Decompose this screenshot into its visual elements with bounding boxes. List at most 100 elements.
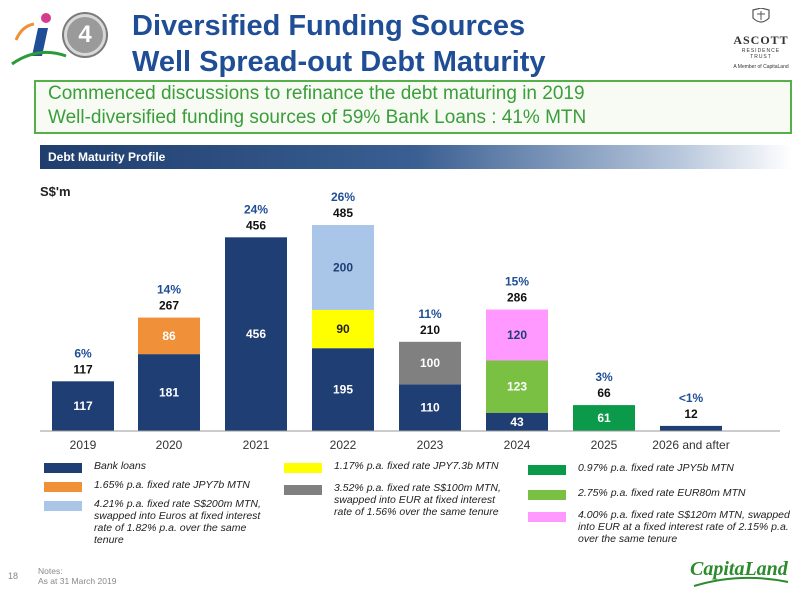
- bar-segment: [399, 384, 461, 431]
- legend-label: 2.75% p.a. fixed rate EUR80m MTN: [578, 487, 746, 499]
- segment-label: 110: [420, 401, 440, 415]
- legend-label: 4.21% p.a. fixed rate S$200m MTN, swappe…: [94, 498, 261, 546]
- ascott-crest-icon: [752, 7, 770, 23]
- legend-swatch: [284, 485, 322, 495]
- capitaland-logo: CapitaLand: [690, 552, 790, 588]
- segment-label: 117: [73, 399, 93, 413]
- subtitle-line-2: Well-diversified funding sources of 59% …: [48, 107, 587, 128]
- total-label: 286: [507, 291, 527, 305]
- ascott-sub-2: TRUST: [750, 54, 772, 60]
- page-number: 18: [8, 571, 19, 581]
- page-title: Diversified Funding Sources Well Spread-…: [132, 8, 546, 80]
- title-line-2: Well Spread-out Debt Maturity: [132, 46, 546, 78]
- segment-label: 200: [333, 260, 353, 274]
- x-tick-label: 2026 and after: [652, 438, 729, 452]
- x-tick-label: 2022: [330, 438, 357, 452]
- title-line-1: Diversified Funding Sources: [132, 10, 526, 42]
- legend-label: 1.65% p.a. fixed rate JPY7b MTN: [94, 479, 250, 491]
- x-tick-label: 2024: [504, 438, 531, 452]
- legend-item: 3.52% p.a. fixed rate S$100m MTN, swappe…: [284, 482, 516, 518]
- legend-swatch: [284, 463, 322, 473]
- percent-label: 15%: [505, 275, 529, 289]
- logo-i-icon: [11, 13, 67, 66]
- notes-label: Notes:: [38, 566, 63, 576]
- legend-label: Bank loans: [94, 460, 146, 472]
- ascott-member: A Member of CapitaLand: [733, 64, 789, 70]
- percent-label: <1%: [679, 391, 704, 405]
- legend-swatch: [44, 501, 82, 511]
- legend-item: 2.75% p.a. fixed rate EUR80m MTN: [528, 487, 778, 500]
- legend-item: 1.65% p.a. fixed rate JPY7b MTN: [44, 479, 264, 492]
- x-tick-label: 2025: [591, 438, 618, 452]
- legend-item: 0.97% p.a. fixed rate JPY5b MTN: [528, 462, 778, 475]
- section-title: Debt Maturity Profile: [48, 150, 166, 164]
- segment-label: 120: [507, 328, 527, 342]
- legend-item: Bank loans: [44, 460, 264, 473]
- bar-segment: [312, 225, 374, 310]
- legend-swatch: [528, 465, 566, 475]
- percent-label: 24%: [244, 202, 268, 216]
- section-header: Debt Maturity Profile: [40, 145, 792, 169]
- capitaland-arc-icon: [693, 576, 789, 587]
- bar-segment: [138, 317, 200, 355]
- segment-label: 100: [420, 356, 440, 370]
- total-label: 456: [246, 218, 266, 232]
- percent-label: 6%: [74, 346, 92, 360]
- percent-label: 3%: [595, 370, 613, 384]
- segment-label: 90: [336, 322, 350, 336]
- capitaland-word: CapitaLand: [690, 558, 788, 580]
- bar-segment: [486, 309, 548, 361]
- segment-label: 123: [507, 380, 527, 394]
- segment-label: 195: [333, 383, 353, 397]
- legend-item: 4.21% p.a. fixed rate S$200m MTN, swappe…: [44, 498, 276, 546]
- bar-segment: [138, 354, 200, 431]
- percent-label: 26%: [331, 190, 355, 204]
- legend-item: 1.17% p.a. fixed rate JPY7.3b MTN: [284, 460, 516, 473]
- total-label: 210: [420, 323, 440, 337]
- percent-label: 11%: [418, 307, 442, 321]
- legend-label: 4.00% p.a. fixed rate S$120m MTN, swappe…: [578, 509, 790, 545]
- ascott-logo: ASCOTT RESIDENCE TRUST A Member of Capit…: [730, 7, 792, 70]
- legend-swatch: [528, 512, 566, 522]
- total-label: 485: [333, 206, 353, 220]
- total-label: 12: [684, 407, 698, 421]
- total-label: 267: [159, 299, 179, 313]
- x-tick-label: 2020: [156, 438, 183, 452]
- percent-label: 14%: [157, 283, 181, 297]
- bar-segment: [660, 425, 722, 431]
- x-tick-label: 2023: [417, 438, 444, 452]
- notes-text: As at 31 March 2019: [38, 576, 117, 586]
- unit-label: S$'m: [40, 184, 71, 199]
- bar-segment: [573, 405, 635, 431]
- subtitle-box: Commenced discussions to refinance the d…: [34, 80, 792, 134]
- segment-label: 456: [246, 327, 266, 341]
- total-label: 66: [597, 386, 611, 400]
- ascott-sub-1: RESIDENCE: [741, 48, 781, 54]
- ascott-name: ASCOTT: [733, 33, 789, 47]
- bar-segment: [486, 360, 548, 413]
- subtitle-line-1: Commenced discussions to refinance the d…: [48, 83, 585, 104]
- legend-swatch: [528, 490, 566, 500]
- legend-swatch: [44, 482, 82, 492]
- debt-maturity-chart: 117 117 6% 2019 181 86 267 14% 2020 456 456 24% 2021…: [40, 190, 780, 452]
- legend-swatch: [44, 463, 82, 473]
- segment-label: 181: [159, 386, 179, 400]
- bar-segment: [225, 237, 287, 431]
- total-label: 117: [73, 362, 93, 376]
- x-tick-label: 2021: [243, 438, 270, 452]
- legend-label: 0.97% p.a. fixed rate JPY5b MTN: [578, 462, 734, 474]
- segment-label: 61: [597, 411, 611, 425]
- legend-label: 1.17% p.a. fixed rate JPY7.3b MTN: [334, 460, 499, 472]
- segment-label: 43: [510, 415, 524, 429]
- bar-segment: [486, 412, 548, 431]
- bar-segment: [312, 309, 374, 349]
- notes: Notes: As at 31 March 2019: [38, 566, 116, 586]
- legend-item: 4.00% p.a. fixed rate S$120m MTN, swappe…: [528, 509, 790, 545]
- bar-segment: [399, 341, 461, 385]
- segment-label: 86: [162, 329, 176, 343]
- legend-label: 3.52% p.a. fixed rate S$100m MTN, swappe…: [334, 482, 501, 518]
- x-tick-label: 2019: [70, 438, 97, 452]
- bar-segment: [312, 348, 374, 431]
- slide-number-badge: 4: [64, 14, 106, 56]
- bar-segment: [52, 381, 114, 431]
